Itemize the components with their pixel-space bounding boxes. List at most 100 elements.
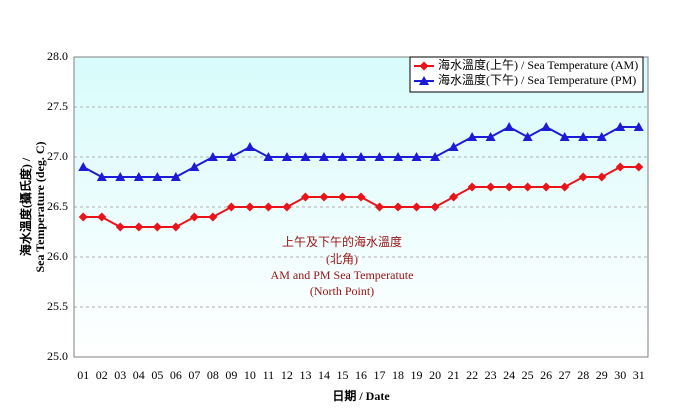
x-tick-label: 02 xyxy=(96,368,108,382)
plot-border xyxy=(73,56,649,358)
marker xyxy=(300,152,311,161)
x-tick-label: 15 xyxy=(336,368,348,382)
marker xyxy=(412,202,422,212)
marker xyxy=(523,182,533,192)
marker xyxy=(282,202,292,212)
marker xyxy=(78,212,88,222)
x-tick-label: 27 xyxy=(559,368,571,382)
marker xyxy=(578,172,588,182)
annotation: (North Point) xyxy=(310,284,374,298)
legend-marker xyxy=(419,76,429,85)
x-tick-label: 24 xyxy=(503,368,515,382)
marker xyxy=(337,192,347,202)
y-tick-label: 28.0 xyxy=(47,49,68,63)
annotation: AM and PM Sea Temperatute xyxy=(271,268,414,282)
x-tick-label: 17 xyxy=(374,368,386,382)
marker xyxy=(244,142,255,151)
x-tick-label: 22 xyxy=(466,368,478,382)
x-tick-label: 23 xyxy=(485,368,497,382)
marker xyxy=(189,212,199,222)
marker xyxy=(300,192,310,202)
marker xyxy=(96,172,107,181)
y-tick-label: 25.5 xyxy=(47,299,68,313)
marker xyxy=(430,152,441,161)
x-tick-label: 29 xyxy=(596,368,608,382)
marker xyxy=(115,172,126,181)
marker xyxy=(448,142,459,151)
marker xyxy=(133,172,144,181)
marker xyxy=(318,152,329,161)
marker xyxy=(281,152,292,161)
x-tick-label: 14 xyxy=(318,368,330,382)
marker xyxy=(541,122,552,131)
x-axis-label: 日期 / Date xyxy=(332,388,390,403)
x-tick-label: 16 xyxy=(355,368,367,382)
x-tick-label: 25 xyxy=(522,368,534,382)
legend-label: 海水溫度(上午) / Sea Temperature (AM) xyxy=(438,57,638,72)
marker xyxy=(615,122,626,131)
marker xyxy=(319,192,329,202)
marker xyxy=(189,162,200,171)
x-tick-label: 03 xyxy=(114,368,126,382)
marker xyxy=(207,152,218,161)
x-tick-label: 07 xyxy=(188,368,200,382)
x-tick-label: 31 xyxy=(633,368,645,382)
marker xyxy=(560,182,570,192)
x-tick-label: 01 xyxy=(77,368,89,382)
legend-label: 海水溫度(下午) / Sea Temperature (PM) xyxy=(438,72,636,87)
x-tick-label: 28 xyxy=(577,368,589,382)
marker xyxy=(634,162,644,172)
y-tick-label: 25.0 xyxy=(47,349,68,363)
y-tick-label: 26.5 xyxy=(47,199,68,213)
x-tick-label: 19 xyxy=(411,368,423,382)
x-tick-label: 30 xyxy=(614,368,626,382)
plot-area xyxy=(74,57,648,357)
marker xyxy=(374,152,385,161)
x-tick-label: 04 xyxy=(133,368,145,382)
marker xyxy=(337,152,348,161)
marker xyxy=(208,212,218,222)
y-axis-label: Sea Temperature (deg. C) xyxy=(33,141,47,272)
marker xyxy=(375,202,385,212)
marker xyxy=(78,162,89,171)
marker xyxy=(430,202,440,212)
marker xyxy=(615,162,625,172)
marker xyxy=(356,192,366,202)
x-tick-label: 05 xyxy=(151,368,163,382)
x-tick-label: 13 xyxy=(299,368,311,382)
x-tick-label: 20 xyxy=(429,368,441,382)
marker xyxy=(393,152,404,161)
x-tick-label: 06 xyxy=(170,368,182,382)
marker xyxy=(263,202,273,212)
y-axis-label: 海水溫度(攝氏度) / xyxy=(18,157,33,256)
marker xyxy=(504,182,514,192)
marker xyxy=(263,152,274,161)
marker xyxy=(596,132,607,141)
marker xyxy=(245,202,255,212)
marker xyxy=(411,152,422,161)
marker xyxy=(356,152,366,161)
marker xyxy=(449,192,459,202)
legend-marker xyxy=(419,61,429,71)
x-tick-label: 21 xyxy=(448,368,460,382)
x-tick-label: 09 xyxy=(225,368,237,382)
marker xyxy=(134,222,144,232)
marker xyxy=(522,132,533,141)
x-tick-label: 10 xyxy=(244,368,256,382)
marker xyxy=(115,222,125,232)
marker xyxy=(97,212,107,222)
marker xyxy=(633,122,644,131)
marker xyxy=(486,182,496,192)
marker xyxy=(467,132,478,141)
marker xyxy=(504,122,515,131)
marker xyxy=(226,202,236,212)
marker xyxy=(171,222,181,232)
y-tick-label: 26.0 xyxy=(47,249,68,263)
x-tick-label: 26 xyxy=(540,368,552,382)
marker xyxy=(393,202,403,212)
marker xyxy=(485,132,496,141)
marker xyxy=(559,132,570,141)
x-tick-label: 12 xyxy=(281,368,293,382)
